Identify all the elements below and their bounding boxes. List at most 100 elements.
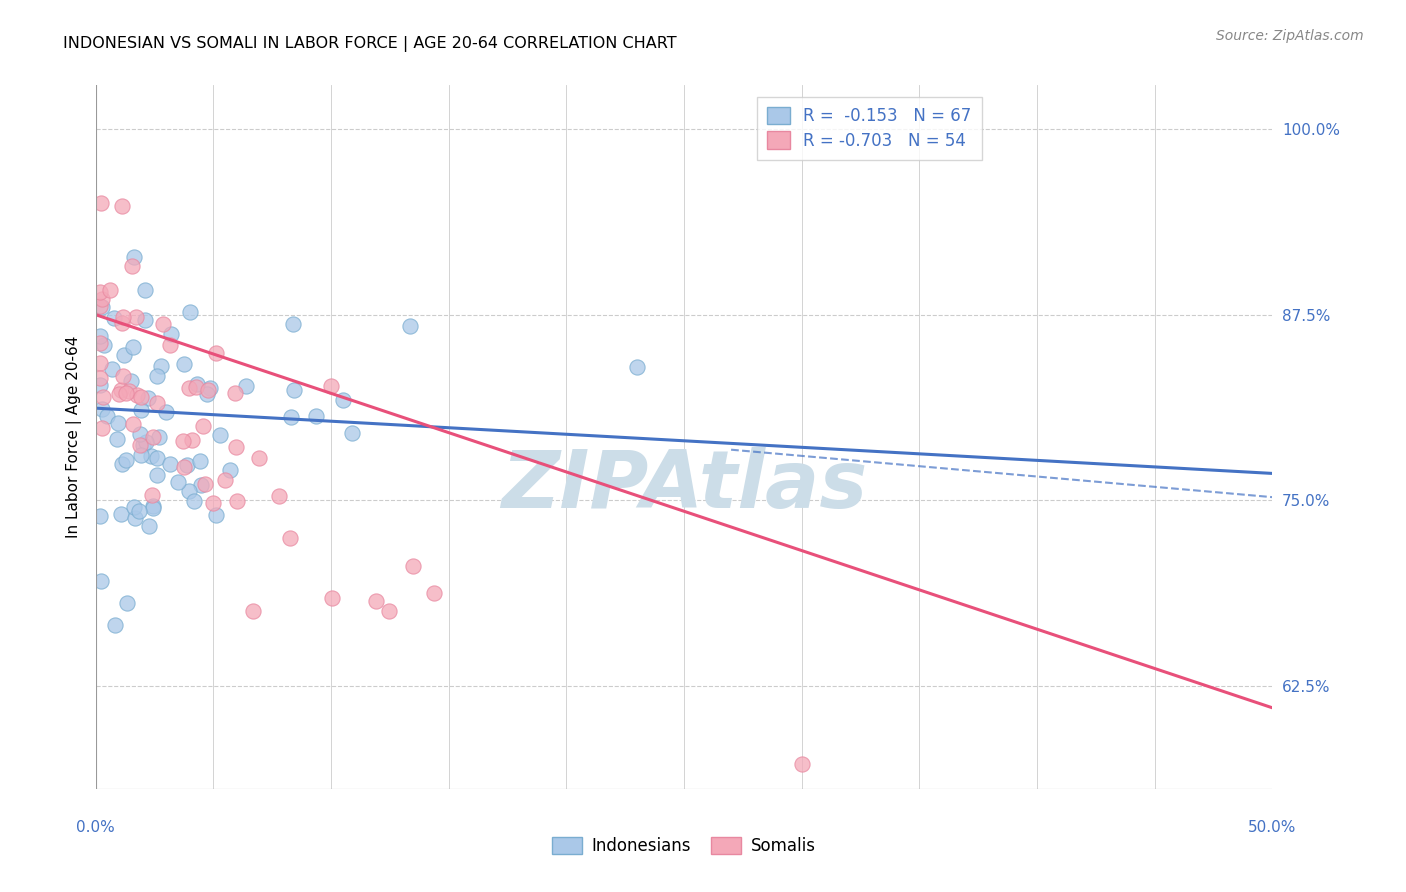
Point: [340, 425, 363, 440]
Text: INDONESIAN VS SOMALI IN LABOR FORCE | AGE 20-64 CORRELATION CHART: INDONESIAN VS SOMALI IN LABOR FORCE | AG…: [63, 36, 676, 52]
Point: [91, 292, 114, 306]
Point: [111, 316, 134, 330]
Point: [138, 519, 160, 533]
Point: [146, 395, 169, 409]
Point: [145, 468, 167, 483]
Point: [145, 451, 167, 466]
Point: [148, 430, 170, 444]
Point: [89, 328, 111, 343]
Y-axis label: In Labor Force | Age 20-64: In Labor Force | Age 20-64: [66, 336, 82, 538]
Point: [107, 387, 129, 401]
Point: [142, 501, 165, 516]
Point: [91, 300, 114, 314]
Point: [141, 488, 163, 502]
Point: [214, 473, 236, 487]
Point: [181, 434, 204, 448]
Point: [423, 585, 446, 599]
Point: [98, 284, 121, 298]
Point: [173, 459, 195, 474]
Point: [96, 409, 118, 424]
Point: [197, 383, 219, 397]
Point: [626, 359, 648, 374]
Point: [283, 383, 305, 397]
Point: [399, 319, 422, 334]
Point: [121, 417, 143, 431]
Point: [127, 388, 149, 402]
Point: [121, 374, 143, 388]
Point: [124, 511, 146, 525]
Point: [91, 421, 114, 435]
Point: [112, 369, 135, 384]
Point: [128, 503, 150, 517]
Point: [402, 559, 425, 574]
Point: [364, 594, 387, 608]
Point: [89, 508, 111, 523]
Point: [195, 387, 218, 401]
Point: [121, 259, 143, 273]
Point: [191, 419, 214, 434]
Point: [122, 340, 145, 354]
Point: [280, 410, 302, 425]
Point: [209, 428, 232, 442]
Point: [135, 434, 157, 449]
Point: [111, 199, 134, 213]
Point: [90, 196, 112, 211]
Point: [89, 356, 111, 370]
Point: [110, 507, 132, 521]
Point: [218, 463, 240, 477]
Point: [176, 458, 198, 473]
Point: [132, 438, 155, 452]
Point: [89, 285, 111, 299]
Point: [104, 618, 127, 632]
Point: [378, 604, 401, 618]
Point: [159, 457, 181, 471]
Text: Source: ZipAtlas.com: Source: ZipAtlas.com: [1216, 29, 1364, 43]
Point: [198, 382, 221, 396]
Point: [188, 454, 211, 468]
Point: [112, 310, 135, 324]
Point: [205, 508, 228, 523]
Point: [160, 327, 183, 342]
Point: [89, 299, 111, 313]
Point: [141, 449, 163, 463]
Point: [247, 450, 270, 465]
Point: [125, 310, 148, 324]
Point: [89, 378, 111, 392]
Point: [134, 283, 156, 297]
Point: [136, 391, 159, 405]
Point: [103, 311, 125, 326]
Point: [267, 489, 290, 503]
Point: [186, 377, 208, 392]
Text: 0.0%: 0.0%: [76, 821, 115, 835]
Point: [235, 379, 257, 393]
Point: [146, 369, 169, 384]
Point: [128, 438, 150, 452]
Point: [305, 409, 328, 423]
Point: [155, 405, 177, 419]
Text: 50.0%: 50.0%: [1249, 821, 1296, 835]
Point: [226, 494, 249, 508]
Point: [128, 426, 150, 441]
Point: [173, 357, 195, 371]
Point: [332, 392, 354, 407]
Point: [790, 757, 813, 772]
Point: [110, 384, 132, 398]
Point: [89, 371, 111, 385]
Point: [150, 359, 173, 373]
Point: [105, 432, 128, 446]
Point: [179, 305, 201, 319]
Point: [90, 574, 112, 588]
Point: [183, 494, 205, 508]
Point: [190, 478, 212, 492]
Point: [224, 386, 246, 401]
Point: [186, 380, 208, 394]
Point: [167, 475, 190, 490]
Point: [122, 500, 145, 514]
Point: [201, 496, 224, 510]
Point: [122, 250, 145, 264]
Point: [159, 337, 181, 351]
Point: [115, 596, 138, 610]
Point: [89, 336, 111, 351]
Point: [131, 448, 153, 462]
Point: [90, 402, 112, 417]
